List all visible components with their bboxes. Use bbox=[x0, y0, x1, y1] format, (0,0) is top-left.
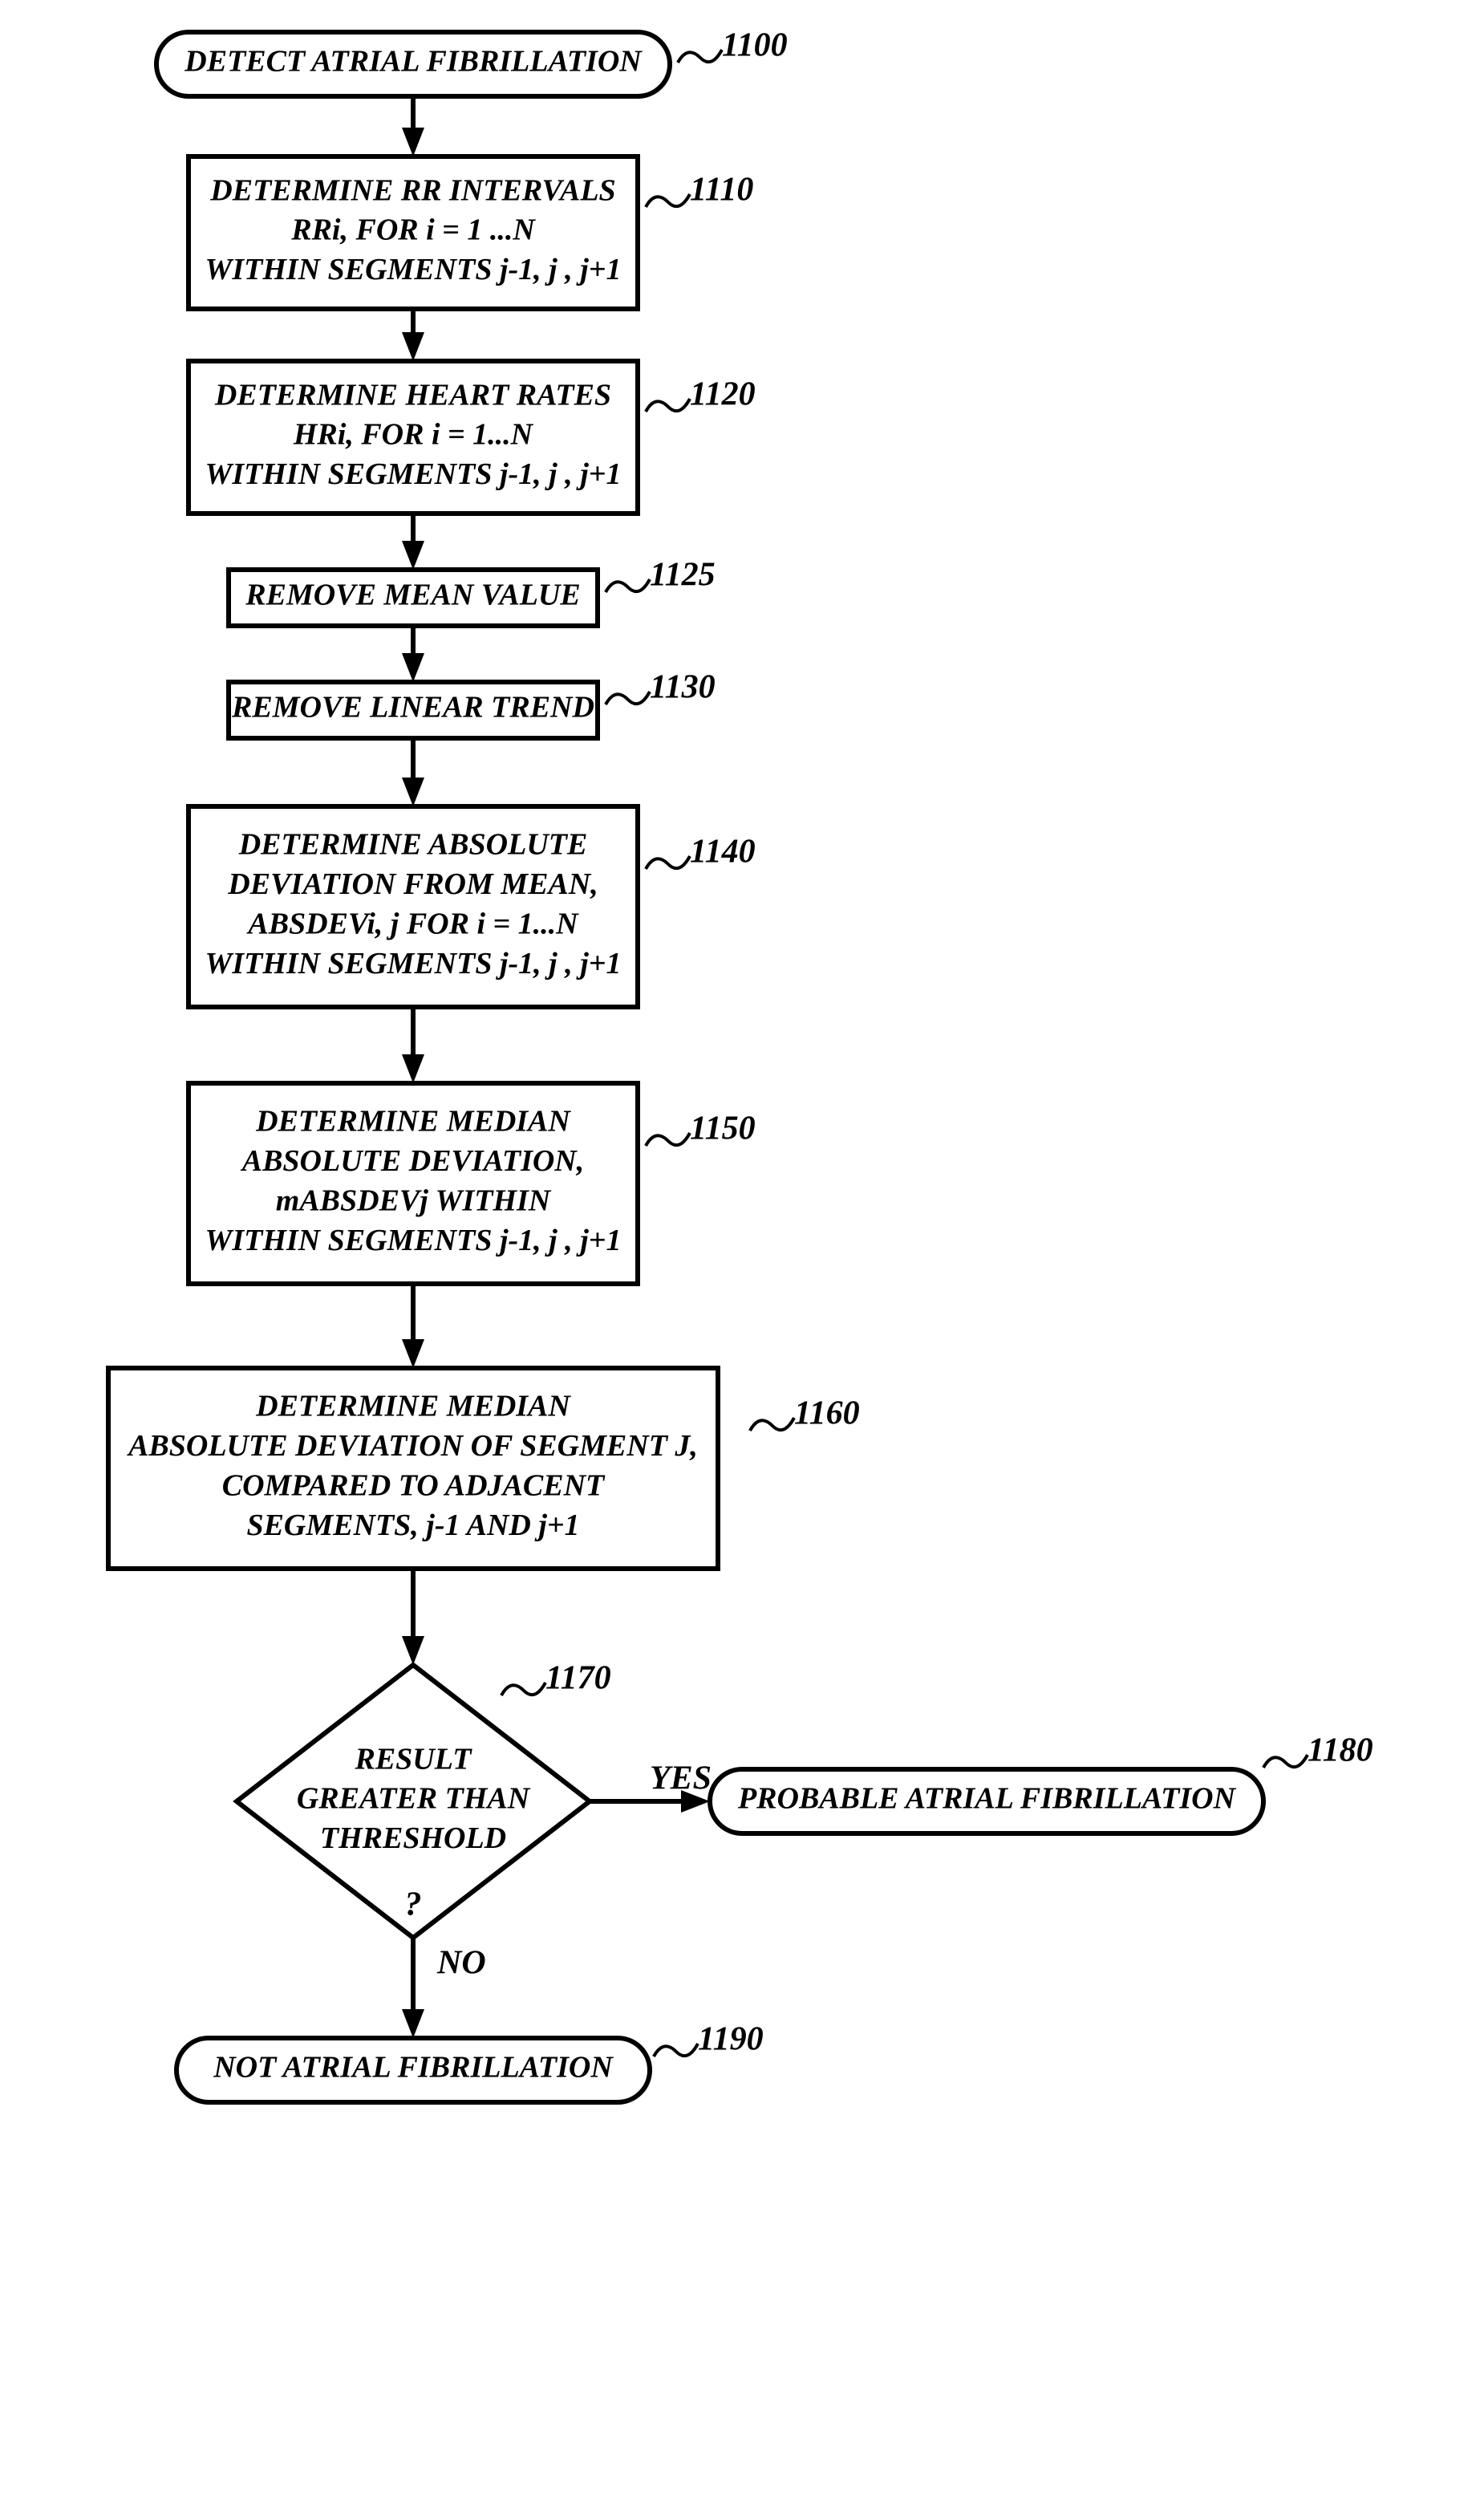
node-text: REMOVE MEAN VALUE bbox=[245, 579, 580, 612]
node-text: THRESHOLD bbox=[320, 1821, 506, 1855]
ref-label-1160: 1160 bbox=[794, 1395, 860, 1432]
node-text: WITHIN SEGMENTS j-1, j , j+1 bbox=[205, 947, 622, 981]
node-text: ABSOLUTE DEVIATION, bbox=[241, 1144, 585, 1178]
node-text: SEGMENTS, j-1 AND j+1 bbox=[246, 1508, 579, 1542]
ref-label-1140: 1140 bbox=[690, 834, 756, 871]
node-text: DETERMINE RR INTERVALS bbox=[209, 173, 615, 207]
node-1120: DETERMINE HEART RATES HRi, FOR i = 1...N W… bbox=[189, 361, 638, 514]
node-1110: DETERMINE RR INTERVALS RRi, FOR i = 1 ...… bbox=[189, 156, 638, 309]
node-text: HRi, FOR i = 1...N bbox=[293, 418, 534, 452]
edge-n1110-n1120 bbox=[402, 309, 424, 361]
node-1125: REMOVE MEAN VALUE bbox=[229, 570, 598, 626]
ref-label-1180: 1180 bbox=[1308, 1732, 1373, 1769]
node-1130: REMOVE LINEAR TREND bbox=[229, 682, 598, 738]
ref-label-1110: 1110 bbox=[690, 172, 753, 209]
ref-label-1130: 1130 bbox=[650, 669, 716, 706]
node-text: DETERMINE MEDIAN bbox=[255, 1390, 571, 1423]
ref-label-1170: 1170 bbox=[545, 1660, 611, 1697]
node-text: WITHIN SEGMENTS j-1, j , j+1 bbox=[205, 1224, 622, 1257]
node-text: WITHIN SEGMENTS j-1, j , j+1 bbox=[205, 457, 622, 491]
node-1150: DETERMINE MEDIAN ABSOLUTE DEVIATION, mABSD… bbox=[189, 1083, 638, 1284]
node-1160: DETERMINE MEDIAN ABSOLUTE DEVIATION OF SE… bbox=[108, 1368, 718, 1569]
node-1170: RESULT GREATER THAN THRESHOLD? bbox=[237, 1665, 590, 1938]
node-1100: DETECT ATRIAL FIBRILLATION bbox=[156, 32, 670, 96]
edge-n1150-n1160 bbox=[402, 1284, 424, 1368]
node-text: RESULT bbox=[354, 1742, 472, 1776]
edge-n1170-n1190 bbox=[402, 1938, 424, 2038]
node-1190: NOT ATRIAL FIBRILLATION bbox=[176, 2038, 650, 2102]
edge-label: NO bbox=[436, 1945, 486, 1982]
node-1180: PROBABLE ATRIAL FIBRILLATION bbox=[710, 1769, 1263, 1833]
node-text: DETERMINE ABSOLUTE bbox=[238, 828, 588, 862]
labels-layer: 1100 1110 1120 1125 1130 1140 1150 1160 1170 1180… bbox=[436, 27, 1373, 2058]
node-text: NOT ATRIAL FIBRILLATION bbox=[213, 2051, 614, 2085]
node-text: DETERMINE HEART RATES bbox=[214, 378, 611, 412]
node-text: ABSDEVi, j FOR i = 1...N bbox=[246, 907, 579, 940]
edge-n1120-n1125 bbox=[402, 514, 424, 570]
node-text: REMOVE LINEAR TREND bbox=[231, 691, 594, 725]
node-text: RRi, FOR i = 1 ...N bbox=[290, 213, 536, 247]
edge-n1140-n1150 bbox=[402, 1007, 424, 1083]
ref-label-1150: 1150 bbox=[690, 1110, 756, 1147]
ref-label-1125: 1125 bbox=[650, 557, 716, 594]
edge-n1160-n1170 bbox=[402, 1569, 424, 1665]
edge-label: YES bbox=[650, 1760, 712, 1797]
flowchart: DETECT ATRIAL FIBRILLATION DETERMINE RR I… bbox=[0, 0, 1484, 2493]
node-text: WITHIN SEGMENTS j-1, j , j+1 bbox=[205, 253, 622, 286]
ref-label-1100: 1100 bbox=[722, 27, 788, 64]
ref-label-1120: 1120 bbox=[690, 376, 756, 413]
edge-n1100-n1110 bbox=[402, 96, 424, 156]
node-text: DETECT ATRIAL FIBRILLATION bbox=[184, 45, 643, 79]
node-text: ABSOLUTE DEVIATION OF SEGMENT J, bbox=[127, 1429, 698, 1463]
node-text: mABSDEVj WITHIN bbox=[276, 1184, 552, 1217]
ref-label-1190: 1190 bbox=[698, 2021, 764, 2058]
node-text: DETERMINE MEDIAN bbox=[255, 1105, 571, 1139]
node-text: GREATER THAN bbox=[297, 1782, 531, 1816]
node-text: DEVIATION FROM MEAN, bbox=[227, 867, 598, 901]
node-text: PROBABLE ATRIAL FIBRILLATION bbox=[737, 1782, 1237, 1816]
node-text: COMPARED TO ADJACENT bbox=[222, 1468, 606, 1502]
node-text: ? bbox=[405, 1886, 422, 1923]
edge-n1125-n1130 bbox=[402, 626, 424, 682]
node-1140: DETERMINE ABSOLUTE DEVIATION FROM MEAN, AB… bbox=[189, 806, 638, 1007]
edge-n1130-n1140 bbox=[402, 738, 424, 806]
